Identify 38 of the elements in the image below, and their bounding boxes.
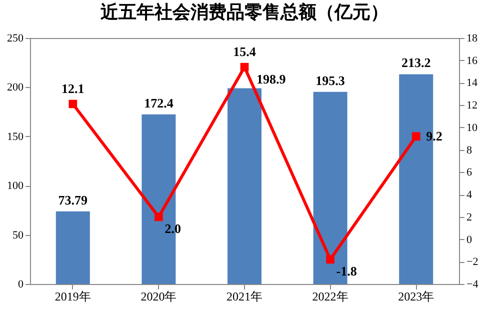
y2-tick-label: 12 <box>466 100 478 112</box>
point <box>154 212 163 222</box>
y2-tick-label: 18 <box>466 32 478 44</box>
x-tick-label: 2019年 <box>54 290 91 304</box>
y2-tick-label: −2 <box>466 256 478 268</box>
y2-tick-label: 0 <box>466 234 472 246</box>
point <box>326 255 334 264</box>
data-label: 172.4 <box>144 95 174 110</box>
chart-title: 近五年社会消费品零售总额（亿元） <box>100 2 388 22</box>
y-tick-label: 150 <box>7 130 24 143</box>
data-label: 12.1 <box>62 80 84 96</box>
bar <box>228 88 262 284</box>
x-tick-label: 2023年 <box>398 290 434 304</box>
y2-tick-label: 4 <box>466 189 472 202</box>
y2-tick-label: 10 <box>466 122 478 134</box>
data-label: 195.3 <box>316 72 346 88</box>
x-tick-label: 2020年 <box>140 290 177 304</box>
data-label: 73.79 <box>58 192 88 208</box>
x-tick-label: 2022年 <box>312 290 348 304</box>
data-label: 213.2 <box>401 55 431 70</box>
y2-tick-label: −4 <box>466 278 479 290</box>
point <box>412 132 420 141</box>
data-label: 198.9 <box>256 71 286 86</box>
x-tick-label: 2021年 <box>226 290 262 304</box>
y2-tick-label: 14 <box>466 77 478 90</box>
bar <box>56 211 90 284</box>
point <box>68 100 78 108</box>
y-tick-label: 250 <box>7 32 24 44</box>
y2-tick-label: 2 <box>466 211 472 224</box>
point <box>240 62 249 72</box>
y2-tick-label: 16 <box>466 54 478 67</box>
data-label: 15.4 <box>233 44 256 60</box>
y2-tick-label: 6 <box>466 166 472 179</box>
y-tick-label: 200 <box>7 82 24 94</box>
y-tick-label: 0 <box>18 278 24 290</box>
y-tick-label: 100 <box>7 180 24 192</box>
y2-tick-label: 8 <box>466 144 472 156</box>
y-tick-label: 50 <box>12 229 24 242</box>
